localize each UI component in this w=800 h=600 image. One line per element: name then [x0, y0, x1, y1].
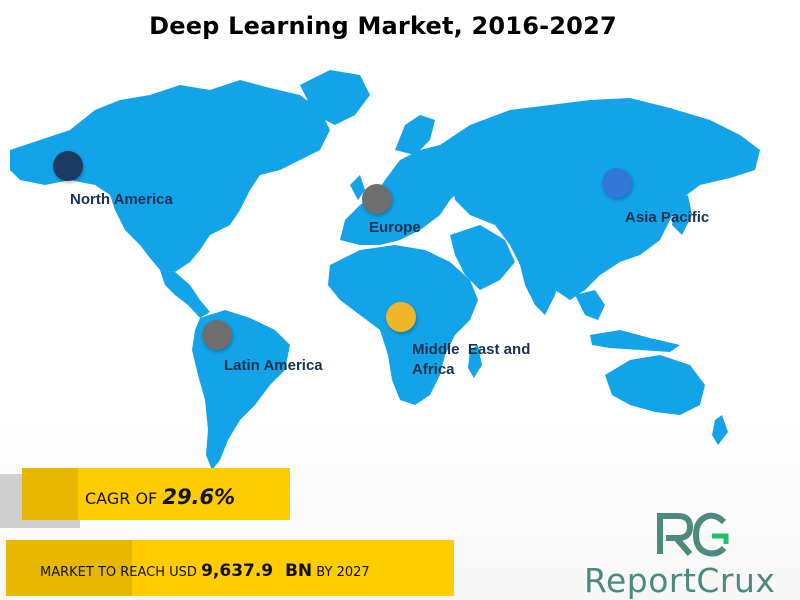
market-text: MARKET TO REACH USD 9,637.9 BN BY 2027 [40, 561, 370, 581]
latin-america-label: Latin America [224, 357, 323, 374]
land-indonesia [590, 330, 680, 352]
middle-east-africa-label-line2: Africa [412, 361, 455, 378]
latin-america-marker [202, 320, 232, 350]
land-greenland [300, 70, 370, 125]
market-suffix: BY 2027 [312, 565, 370, 580]
land-europe [340, 145, 470, 245]
land-north-america [10, 80, 330, 272]
land-asia [440, 98, 760, 300]
land-middle-east [450, 225, 515, 290]
asia-pacific-label: Asia Pacific [625, 209, 710, 226]
europe-marker [362, 184, 392, 214]
europe-label: Europe [369, 219, 421, 236]
market-banner [6, 540, 454, 596]
land-masses [10, 70, 760, 470]
land-south-america [192, 310, 290, 470]
land-new-zealand [712, 415, 728, 445]
market-prefix: MARKET TO REACH USD [40, 565, 202, 580]
cagr-text: CAGR OF 29.6% [85, 485, 235, 509]
cagr-banner [22, 468, 290, 520]
market-value: 9,637.9 BN [201, 561, 313, 581]
land-india [520, 262, 560, 315]
middle-east-africa-marker [386, 302, 416, 332]
land-australia [605, 355, 705, 415]
cagr-value: 29.6% [162, 485, 236, 509]
asia-pacific-marker [602, 168, 632, 198]
logo-wordmark: ReportCrux [584, 561, 776, 600]
north-america-marker [53, 151, 83, 181]
land-japan [672, 195, 692, 235]
north-america-label: North America [70, 191, 173, 208]
land-se-asia [575, 290, 605, 320]
land-madagascar [468, 345, 482, 378]
middle-east-africa-label-line1: Middle East and [412, 341, 531, 358]
land-central-america [160, 270, 210, 318]
reportcrux-logo-icon [657, 512, 729, 557]
land-scandinavia [395, 115, 435, 155]
chart-title: Deep Learning Market, 2016-2027 [149, 12, 617, 40]
land-uk [350, 175, 365, 200]
cagr-prefix: CAGR OF [85, 489, 163, 508]
